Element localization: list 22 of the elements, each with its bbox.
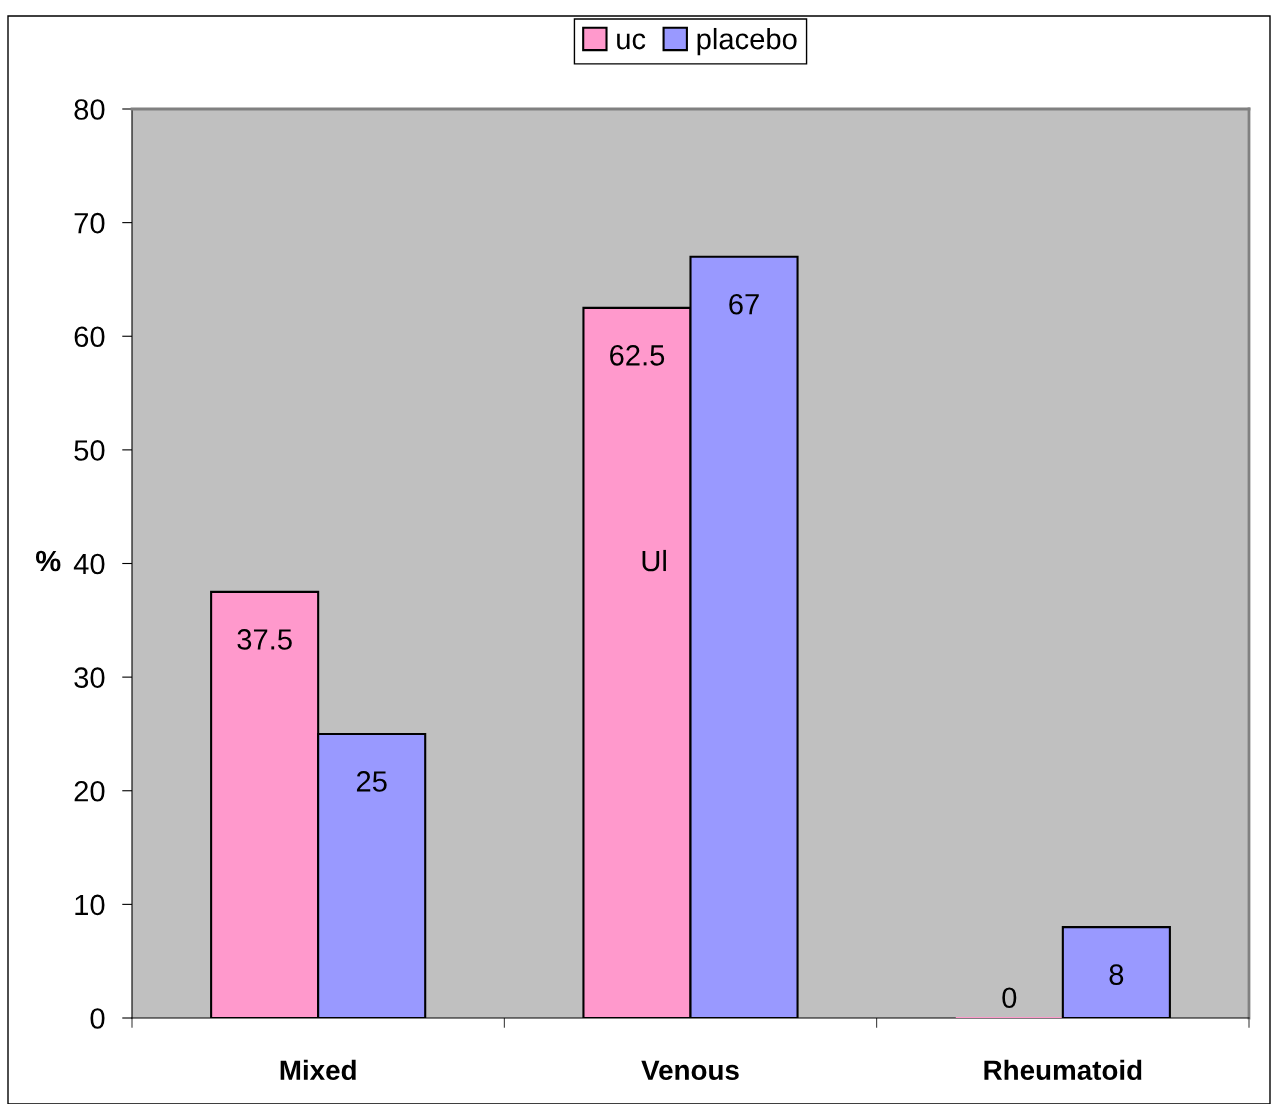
annotation: Ul <box>642 549 666 572</box>
legend-label: placebo <box>697 27 797 56</box>
data-label: 67 <box>729 293 759 315</box>
x-tick-label: Mixed <box>280 1059 356 1081</box>
data-label: 25 <box>356 771 387 792</box>
x-tick-label: Venous <box>641 1060 739 1081</box>
y-tick-label: 10 <box>75 894 105 916</box>
y-tick-label: 60 <box>74 326 105 348</box>
y-axis-title: % <box>35 550 61 572</box>
y-tick-label: 50 <box>74 440 105 461</box>
y-tick-label: 0 <box>90 1008 105 1029</box>
data-label: 62.5 <box>610 345 665 366</box>
legend-label: uc <box>617 33 646 50</box>
data-label: 0 <box>1002 987 1017 1009</box>
data-label: 37.5 <box>237 629 292 650</box>
y-tick-label: 80 <box>74 99 105 120</box>
y-tick-label: 70 <box>74 212 105 234</box>
x-tick-label: Rheumatoid <box>984 1059 1142 1081</box>
y-tick-label: 40 <box>73 553 105 575</box>
y-tick-label: 30 <box>74 667 105 688</box>
y-tick-label: 20 <box>74 780 105 802</box>
data-label: 8 <box>1109 964 1124 985</box>
